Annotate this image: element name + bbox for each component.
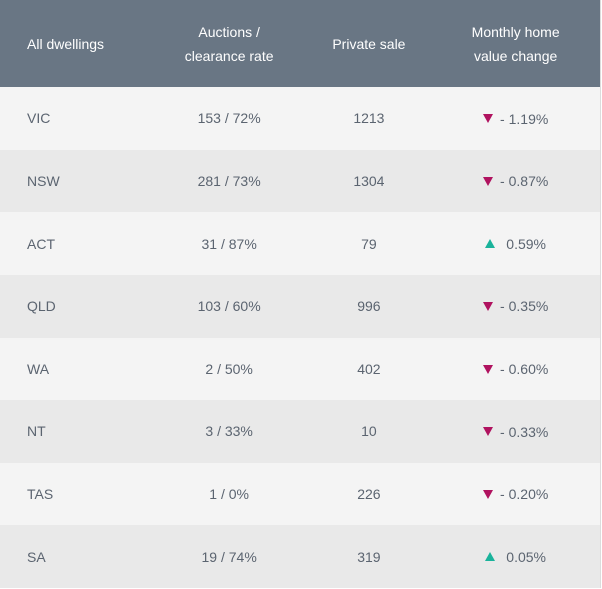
change-cell: - 0.33% xyxy=(431,423,600,440)
change-sign: - xyxy=(499,173,505,190)
change-cell: 0.59% xyxy=(431,235,600,252)
region-cell: QLD xyxy=(27,298,56,315)
change-value: 0.20% xyxy=(508,486,549,503)
header-change-line2: value change xyxy=(474,47,558,64)
region-cell: NT xyxy=(27,423,46,440)
change-cell: - 0.20% xyxy=(431,486,600,503)
change-cell: - 0.35% xyxy=(431,298,600,315)
triangle-down-icon xyxy=(482,364,493,374)
private-sale-cell: 402 xyxy=(357,360,381,377)
table-row: NT 3 / 33% 10 - 0.33% xyxy=(0,400,600,463)
change-sign: - xyxy=(499,110,505,127)
auctions-cell: 103 / 60% xyxy=(197,298,261,315)
region-cell: TAS xyxy=(27,486,54,503)
table-row: TAS 1 / 0% 226 - 0.20% xyxy=(0,462,600,526)
auctions-cell: 1 / 0% xyxy=(209,486,249,503)
header-auctions-line1: Auctions / xyxy=(198,23,260,40)
change-cell: 0.05% xyxy=(431,548,600,565)
private-sale-cell: 1304 xyxy=(353,172,385,189)
table-row: QLD 103 / 60% 996 - 0.35% xyxy=(0,274,600,338)
triangle-up-icon xyxy=(485,239,496,249)
header-private-sale: Private sale xyxy=(332,35,406,52)
change-sign: - xyxy=(499,361,505,378)
change-sign: - xyxy=(499,486,505,503)
change-value: 0.35% xyxy=(508,298,549,315)
change-sign: - xyxy=(499,423,505,440)
header-change: Monthly home value change xyxy=(431,20,600,68)
change-value: 1.19% xyxy=(508,110,549,127)
triangle-down-icon xyxy=(482,427,493,437)
change-value: 0.33% xyxy=(508,423,549,440)
triangle-down-icon xyxy=(482,489,493,499)
table-row: WA 2 / 50% 402 - 0.60% xyxy=(0,337,600,401)
table-row: SA 19 / 74% 319 0.05% xyxy=(0,525,600,588)
triangle-up-icon xyxy=(485,552,496,562)
private-sale-cell: 1213 xyxy=(353,110,385,127)
table-row: VIC 153 / 72% 1213 - 1.19% xyxy=(0,87,600,150)
change-value: 0.87% xyxy=(508,173,549,190)
private-sale-cell: 226 xyxy=(357,486,381,503)
region-cell: VIC xyxy=(27,110,51,127)
table-header: All dwellings Auctions / clearance rate … xyxy=(0,0,600,87)
private-sale-cell: 996 xyxy=(357,298,381,315)
auctions-cell: 153 / 72% xyxy=(197,110,261,127)
triangle-down-icon xyxy=(482,114,493,124)
region-cell: SA xyxy=(27,548,46,565)
private-sale-cell: 10 xyxy=(361,423,377,440)
region-cell: WA xyxy=(27,360,50,377)
auctions-cell: 2 / 50% xyxy=(205,360,253,377)
change-cell: - 0.60% xyxy=(431,361,600,378)
private-sale-cell: 319 xyxy=(357,548,381,565)
private-sale-cell: 79 xyxy=(361,235,377,252)
header-change-line1: Monthly home xyxy=(471,23,560,40)
header-region: All dwellings xyxy=(27,35,105,52)
change-value: 0.60% xyxy=(508,361,549,378)
header-auctions: Auctions / clearance rate xyxy=(152,20,307,68)
change-sign: - xyxy=(499,298,505,315)
header-auctions-line2: clearance rate xyxy=(184,47,274,64)
auctions-cell: 31 / 87% xyxy=(201,235,257,252)
auctions-cell: 281 / 73% xyxy=(197,172,261,189)
region-cell: ACT xyxy=(27,235,55,252)
region-cell: NSW xyxy=(27,172,60,189)
change-value: 0.59% xyxy=(506,235,546,252)
auctions-cell: 19 / 74% xyxy=(201,548,257,565)
table-row: NSW 281 / 73% 1304 - 0.87% xyxy=(0,149,600,213)
change-value: 0.05% xyxy=(506,548,546,565)
triangle-down-icon xyxy=(482,301,493,311)
triangle-down-icon xyxy=(482,176,493,186)
change-cell: - 1.19% xyxy=(431,110,600,127)
table-row: ACT 31 / 87% 79 0.59% xyxy=(0,212,600,275)
table-body: VIC 153 / 72% 1213 - 1.19% NSW 281 / 73%… xyxy=(0,87,600,588)
change-cell: - 0.87% xyxy=(431,173,600,190)
auctions-cell: 3 / 33% xyxy=(205,423,253,440)
